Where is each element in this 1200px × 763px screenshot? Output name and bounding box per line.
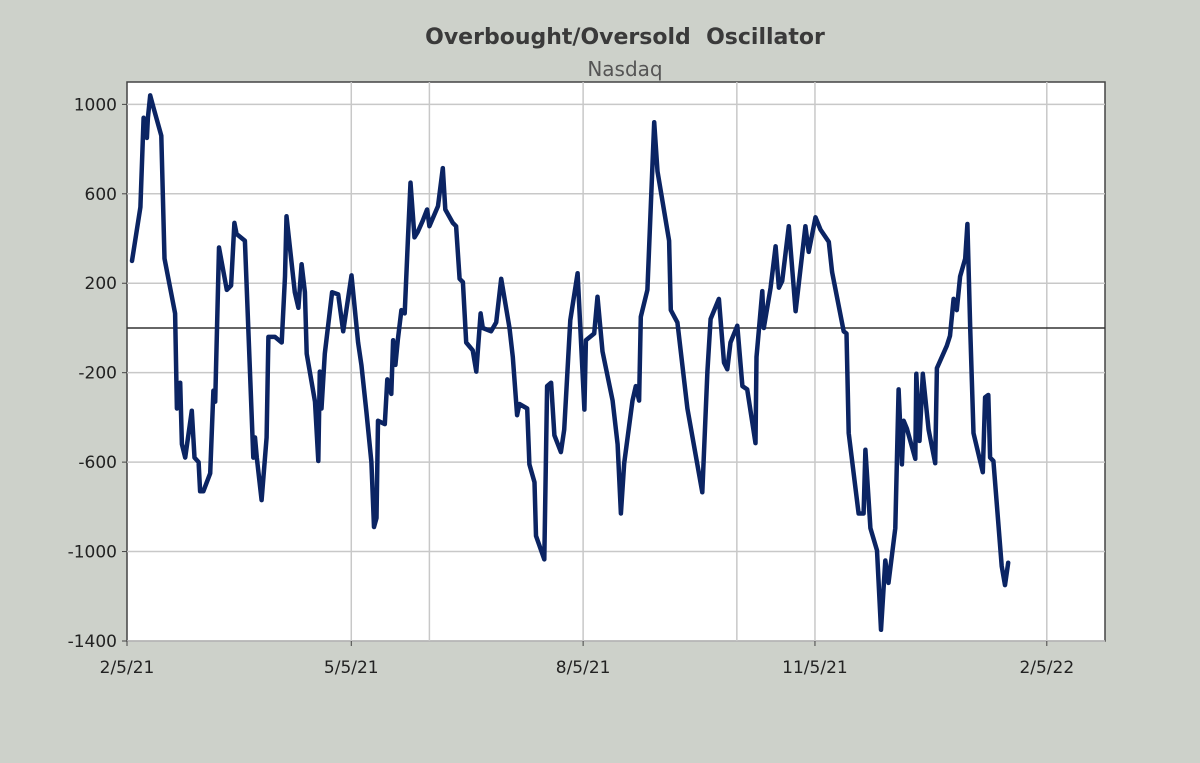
x-tick-label: 5/5/21: [324, 658, 379, 678]
y-tick-label: -1400: [68, 632, 117, 652]
y-tick-label: 600: [85, 185, 117, 205]
chart-title: Overbought/Oversold Oscillator: [425, 25, 825, 50]
y-tick-label: -200: [78, 364, 117, 384]
y-tick-label: 1000: [74, 95, 117, 115]
chart-subtitle: Nasdaq: [587, 57, 662, 81]
series-layer: [129, 93, 1011, 633]
x-tick-label: 2/5/22: [1019, 658, 1074, 678]
y-tick-label: -1000: [68, 543, 117, 563]
x-tick-label: 8/5/21: [556, 658, 611, 678]
x-axis-ticks: 2/5/21 5/5/21 8/5/21 11/5/21 2/5/22: [100, 641, 1074, 678]
gridlines: [127, 82, 1105, 642]
y-axis-ticks: 1000 600 200 -200 -600 -1000 -1400: [68, 95, 127, 652]
y-tick-label: 200: [85, 274, 117, 294]
plot-area: [126, 81, 1106, 642]
x-tick-label: 2/5/21: [100, 658, 155, 678]
x-tick-label: 11/5/21: [782, 658, 848, 678]
y-tick-label: -600: [78, 453, 117, 473]
